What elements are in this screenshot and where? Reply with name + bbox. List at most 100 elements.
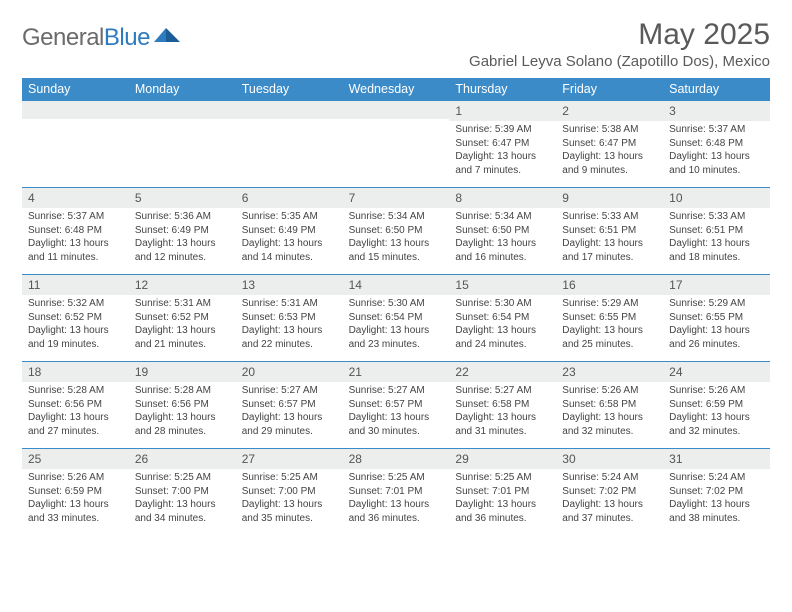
sunrise-text: Sunrise: 5:27 AM bbox=[349, 384, 444, 398]
calendar-page: GeneralBlue May 2025 Gabriel Leyva Solan… bbox=[0, 0, 792, 545]
day-detail: Sunrise: 5:32 AMSunset: 6:52 PMDaylight:… bbox=[22, 295, 129, 354]
daylight-text: Daylight: 13 hours and 25 minutes. bbox=[562, 324, 657, 351]
day-number: 12 bbox=[129, 275, 236, 295]
day-cell: 1Sunrise: 5:39 AMSunset: 6:47 PMDaylight… bbox=[449, 101, 556, 187]
weekday-header-cell: Wednesday bbox=[343, 78, 450, 101]
location-subtitle: Gabriel Leyva Solano (Zapotillo Dos), Me… bbox=[469, 53, 770, 70]
day-number: 22 bbox=[449, 362, 556, 382]
day-detail: Sunrise: 5:30 AMSunset: 6:54 PMDaylight:… bbox=[449, 295, 556, 354]
daylight-text: Daylight: 13 hours and 11 minutes. bbox=[28, 237, 123, 264]
sunset-text: Sunset: 7:02 PM bbox=[562, 485, 657, 499]
day-cell: 7Sunrise: 5:34 AMSunset: 6:50 PMDaylight… bbox=[343, 188, 450, 274]
daylight-text: Daylight: 13 hours and 14 minutes. bbox=[242, 237, 337, 264]
day-number: 26 bbox=[129, 449, 236, 469]
sunset-text: Sunset: 6:53 PM bbox=[242, 311, 337, 325]
sunrise-text: Sunrise: 5:28 AM bbox=[135, 384, 230, 398]
page-header: GeneralBlue May 2025 Gabriel Leyva Solan… bbox=[22, 18, 770, 70]
day-number: 10 bbox=[663, 188, 770, 208]
sunrise-text: Sunrise: 5:34 AM bbox=[349, 210, 444, 224]
daylight-text: Daylight: 13 hours and 19 minutes. bbox=[28, 324, 123, 351]
day-cell: 31Sunrise: 5:24 AMSunset: 7:02 PMDayligh… bbox=[663, 449, 770, 535]
day-number: 5 bbox=[129, 188, 236, 208]
daylight-text: Daylight: 13 hours and 10 minutes. bbox=[669, 150, 764, 177]
day-cell: 10Sunrise: 5:33 AMSunset: 6:51 PMDayligh… bbox=[663, 188, 770, 274]
weeks-container: 1Sunrise: 5:39 AMSunset: 6:47 PMDaylight… bbox=[22, 101, 770, 535]
daylight-text: Daylight: 13 hours and 17 minutes. bbox=[562, 237, 657, 264]
day-detail: Sunrise: 5:38 AMSunset: 6:47 PMDaylight:… bbox=[556, 121, 663, 180]
day-number: 15 bbox=[449, 275, 556, 295]
sunrise-text: Sunrise: 5:25 AM bbox=[242, 471, 337, 485]
day-number bbox=[236, 101, 343, 119]
day-number: 31 bbox=[663, 449, 770, 469]
sunset-text: Sunset: 7:00 PM bbox=[242, 485, 337, 499]
day-cell: 25Sunrise: 5:26 AMSunset: 6:59 PMDayligh… bbox=[22, 449, 129, 535]
day-detail: Sunrise: 5:27 AMSunset: 6:58 PMDaylight:… bbox=[449, 382, 556, 441]
sunrise-text: Sunrise: 5:26 AM bbox=[28, 471, 123, 485]
day-cell bbox=[343, 101, 450, 187]
day-detail: Sunrise: 5:34 AMSunset: 6:50 PMDaylight:… bbox=[343, 208, 450, 267]
sunrise-text: Sunrise: 5:30 AM bbox=[349, 297, 444, 311]
day-cell: 16Sunrise: 5:29 AMSunset: 6:55 PMDayligh… bbox=[556, 275, 663, 361]
month-title: May 2025 bbox=[469, 18, 770, 51]
day-cell: 8Sunrise: 5:34 AMSunset: 6:50 PMDaylight… bbox=[449, 188, 556, 274]
daylight-text: Daylight: 13 hours and 36 minutes. bbox=[455, 498, 550, 525]
day-number: 28 bbox=[343, 449, 450, 469]
weekday-header-row: SundayMondayTuesdayWednesdayThursdayFrid… bbox=[22, 78, 770, 101]
day-detail: Sunrise: 5:33 AMSunset: 6:51 PMDaylight:… bbox=[663, 208, 770, 267]
day-cell: 9Sunrise: 5:33 AMSunset: 6:51 PMDaylight… bbox=[556, 188, 663, 274]
sunrise-text: Sunrise: 5:25 AM bbox=[349, 471, 444, 485]
sunset-text: Sunset: 6:54 PM bbox=[349, 311, 444, 325]
day-detail: Sunrise: 5:25 AMSunset: 7:00 PMDaylight:… bbox=[236, 469, 343, 528]
day-number: 18 bbox=[22, 362, 129, 382]
sunset-text: Sunset: 6:47 PM bbox=[455, 137, 550, 151]
day-number: 2 bbox=[556, 101, 663, 121]
day-number: 29 bbox=[449, 449, 556, 469]
sunrise-text: Sunrise: 5:37 AM bbox=[669, 123, 764, 137]
day-cell bbox=[129, 101, 236, 187]
daylight-text: Daylight: 13 hours and 32 minutes. bbox=[669, 411, 764, 438]
logo-icon bbox=[154, 24, 182, 49]
day-number: 20 bbox=[236, 362, 343, 382]
sunset-text: Sunset: 6:59 PM bbox=[669, 398, 764, 412]
sunrise-text: Sunrise: 5:25 AM bbox=[135, 471, 230, 485]
day-cell: 28Sunrise: 5:25 AMSunset: 7:01 PMDayligh… bbox=[343, 449, 450, 535]
week-row: 4Sunrise: 5:37 AMSunset: 6:48 PMDaylight… bbox=[22, 187, 770, 274]
day-detail: Sunrise: 5:39 AMSunset: 6:47 PMDaylight:… bbox=[449, 121, 556, 180]
daylight-text: Daylight: 13 hours and 7 minutes. bbox=[455, 150, 550, 177]
sunrise-text: Sunrise: 5:25 AM bbox=[455, 471, 550, 485]
sunset-text: Sunset: 6:54 PM bbox=[455, 311, 550, 325]
day-detail: Sunrise: 5:34 AMSunset: 6:50 PMDaylight:… bbox=[449, 208, 556, 267]
day-detail: Sunrise: 5:24 AMSunset: 7:02 PMDaylight:… bbox=[663, 469, 770, 528]
sunset-text: Sunset: 6:57 PM bbox=[349, 398, 444, 412]
daylight-text: Daylight: 13 hours and 21 minutes. bbox=[135, 324, 230, 351]
day-number: 7 bbox=[343, 188, 450, 208]
sunrise-text: Sunrise: 5:30 AM bbox=[455, 297, 550, 311]
day-cell: 15Sunrise: 5:30 AMSunset: 6:54 PMDayligh… bbox=[449, 275, 556, 361]
day-number: 24 bbox=[663, 362, 770, 382]
sunset-text: Sunset: 6:56 PM bbox=[28, 398, 123, 412]
sunrise-text: Sunrise: 5:28 AM bbox=[28, 384, 123, 398]
day-number: 14 bbox=[343, 275, 450, 295]
sunset-text: Sunset: 6:51 PM bbox=[669, 224, 764, 238]
day-number: 1 bbox=[449, 101, 556, 121]
day-detail: Sunrise: 5:36 AMSunset: 6:49 PMDaylight:… bbox=[129, 208, 236, 267]
day-cell: 12Sunrise: 5:31 AMSunset: 6:52 PMDayligh… bbox=[129, 275, 236, 361]
daylight-text: Daylight: 13 hours and 28 minutes. bbox=[135, 411, 230, 438]
sunset-text: Sunset: 6:59 PM bbox=[28, 485, 123, 499]
day-number: 9 bbox=[556, 188, 663, 208]
sunset-text: Sunset: 7:01 PM bbox=[349, 485, 444, 499]
sunrise-text: Sunrise: 5:31 AM bbox=[242, 297, 337, 311]
day-number: 23 bbox=[556, 362, 663, 382]
calendar-table: SundayMondayTuesdayWednesdayThursdayFrid… bbox=[22, 78, 770, 535]
day-detail: Sunrise: 5:31 AMSunset: 6:53 PMDaylight:… bbox=[236, 295, 343, 354]
day-cell: 19Sunrise: 5:28 AMSunset: 6:56 PMDayligh… bbox=[129, 362, 236, 448]
day-cell: 22Sunrise: 5:27 AMSunset: 6:58 PMDayligh… bbox=[449, 362, 556, 448]
day-detail: Sunrise: 5:33 AMSunset: 6:51 PMDaylight:… bbox=[556, 208, 663, 267]
sunset-text: Sunset: 6:56 PM bbox=[135, 398, 230, 412]
daylight-text: Daylight: 13 hours and 29 minutes. bbox=[242, 411, 337, 438]
title-block: May 2025 Gabriel Leyva Solano (Zapotillo… bbox=[469, 18, 770, 70]
daylight-text: Daylight: 13 hours and 33 minutes. bbox=[28, 498, 123, 525]
daylight-text: Daylight: 13 hours and 15 minutes. bbox=[349, 237, 444, 264]
day-detail: Sunrise: 5:24 AMSunset: 7:02 PMDaylight:… bbox=[556, 469, 663, 528]
sunrise-text: Sunrise: 5:35 AM bbox=[242, 210, 337, 224]
